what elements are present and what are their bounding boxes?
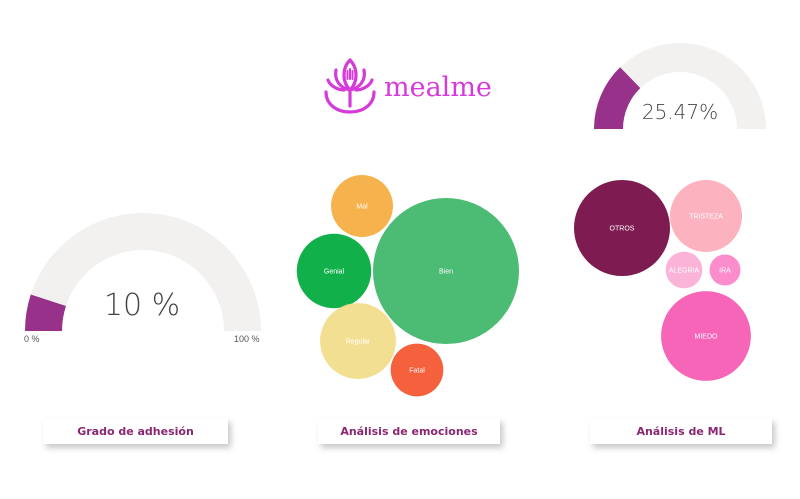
bubble-fatal [390, 343, 444, 397]
adhesion-gauge-min-label: 0 % [24, 334, 40, 344]
emotions-bubble-chart: Bien Genial Mal Regular Fatal [296, 175, 519, 397]
logo-text: mealme [384, 72, 492, 103]
adhesion-card: Grado de adhesión [43, 418, 228, 444]
ml-gauge-fill [594, 67, 641, 129]
bubble-label-miedo: MIEDO [695, 334, 719, 341]
ml-card-label: Análisis de ML [636, 424, 726, 438]
adhesion-gauge-fill [25, 294, 66, 331]
adhesion-gauge-track [25, 213, 261, 331]
bubble-label-tristeza: TRISTEZA [689, 214, 723, 221]
adhesion-gauge-max-label: 100 % [234, 334, 260, 344]
lotus-fork-icon [324, 58, 376, 114]
bubble-bien [373, 198, 519, 344]
bubble-label-bien: Bien [439, 269, 453, 276]
bubble-genial [296, 233, 372, 309]
bubble-label-regular: Regular [346, 339, 371, 346]
bubble-miedo [661, 291, 751, 381]
bubble-mal [331, 175, 393, 237]
adhesion-card-label: Grado de adhesión [77, 424, 194, 438]
ml-gauge-value: 25.47% [641, 100, 719, 124]
ml-gauge [594, 43, 766, 129]
bubble-label-ira: IRA [719, 268, 731, 275]
bubble-label-alegria: ALEGRIA [669, 268, 700, 275]
ml-gauge-track [594, 43, 766, 129]
bubble-ira [709, 254, 741, 286]
bubble-tristeza [670, 180, 742, 252]
bubble-otros [574, 180, 670, 276]
bubble-alegria [665, 251, 703, 289]
bubble-label-mal: Mal [356, 204, 368, 211]
adhesion-gauge-value: 10 % [103, 288, 181, 323]
bubble-regular [320, 303, 396, 379]
emotions-card-label: Análisis de emociones [340, 424, 478, 438]
bubble-label-genial: Genial [324, 269, 345, 276]
ml-card: Análisis de ML [590, 418, 772, 444]
adhesion-gauge [25, 213, 261, 331]
ml-bubble-chart: OTROS TRISTEZA ALEGRIA IRA MIEDO [574, 180, 751, 381]
bubble-label-fatal: Fatal [409, 368, 425, 375]
logo: mealme [320, 48, 492, 118]
bubble-label-otros: OTROS [610, 226, 635, 233]
emotions-card: Análisis de emociones [318, 418, 500, 444]
